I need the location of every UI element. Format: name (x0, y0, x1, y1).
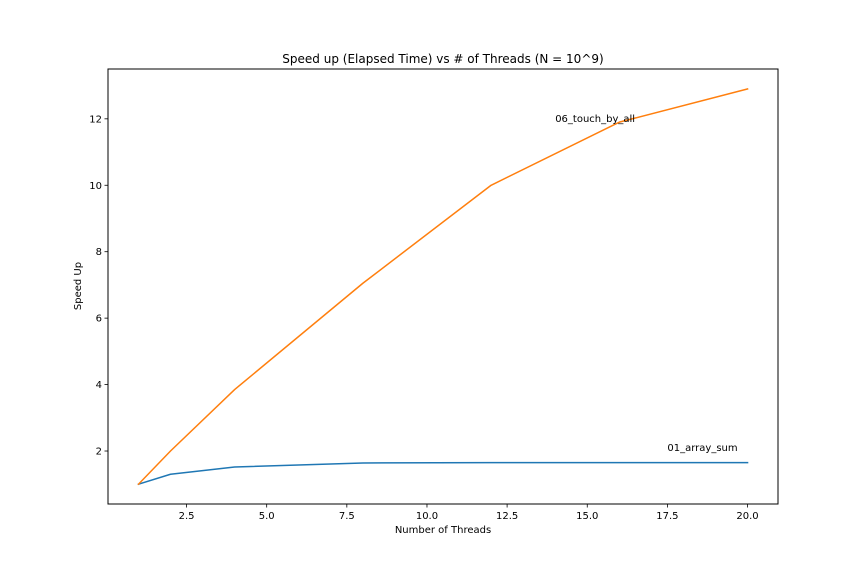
x-tick-label: 10.0 (416, 511, 438, 522)
y-tick-label: 8 (96, 247, 102, 258)
x-axis-label: Number of Threads (395, 525, 491, 536)
y-tick-label: 10 (89, 181, 102, 192)
x-tick-label: 5.0 (259, 511, 275, 522)
annotation-layer: 01_array_sum 06_touch_by_all (555, 114, 737, 454)
x-tick-label: 17.5 (656, 511, 678, 522)
series-line-1 (137, 461, 749, 486)
x-axis-ticks: 2.5 5.0 7.5 10.0 12.5 15.0 17.5 20.0 (179, 504, 759, 522)
y-axis-ticks: 2 4 6 8 10 12 (89, 114, 108, 458)
series-layer (137, 88, 749, 486)
y-axis-label: Speed Up (73, 262, 84, 310)
x-tick-label: 7.5 (339, 511, 355, 522)
y-tick-label: 4 (96, 380, 102, 391)
x-tick-label: 2.5 (179, 511, 195, 522)
plot-area (107, 68, 779, 505)
chart-title: Speed up (Elapsed Time) vs # of Threads … (282, 52, 603, 66)
x-tick-label: 20.0 (736, 511, 758, 522)
annotation-label: 01_array_sum (667, 443, 737, 454)
x-tick-label: 12.5 (496, 511, 518, 522)
y-tick-label: 2 (96, 447, 102, 458)
y-tick-label: 6 (96, 314, 102, 325)
y-tick-label: 12 (89, 114, 102, 125)
x-tick-label: 15.0 (576, 511, 598, 522)
series-line-2 (137, 88, 749, 486)
annotation-label: 06_touch_by_all (555, 114, 635, 125)
